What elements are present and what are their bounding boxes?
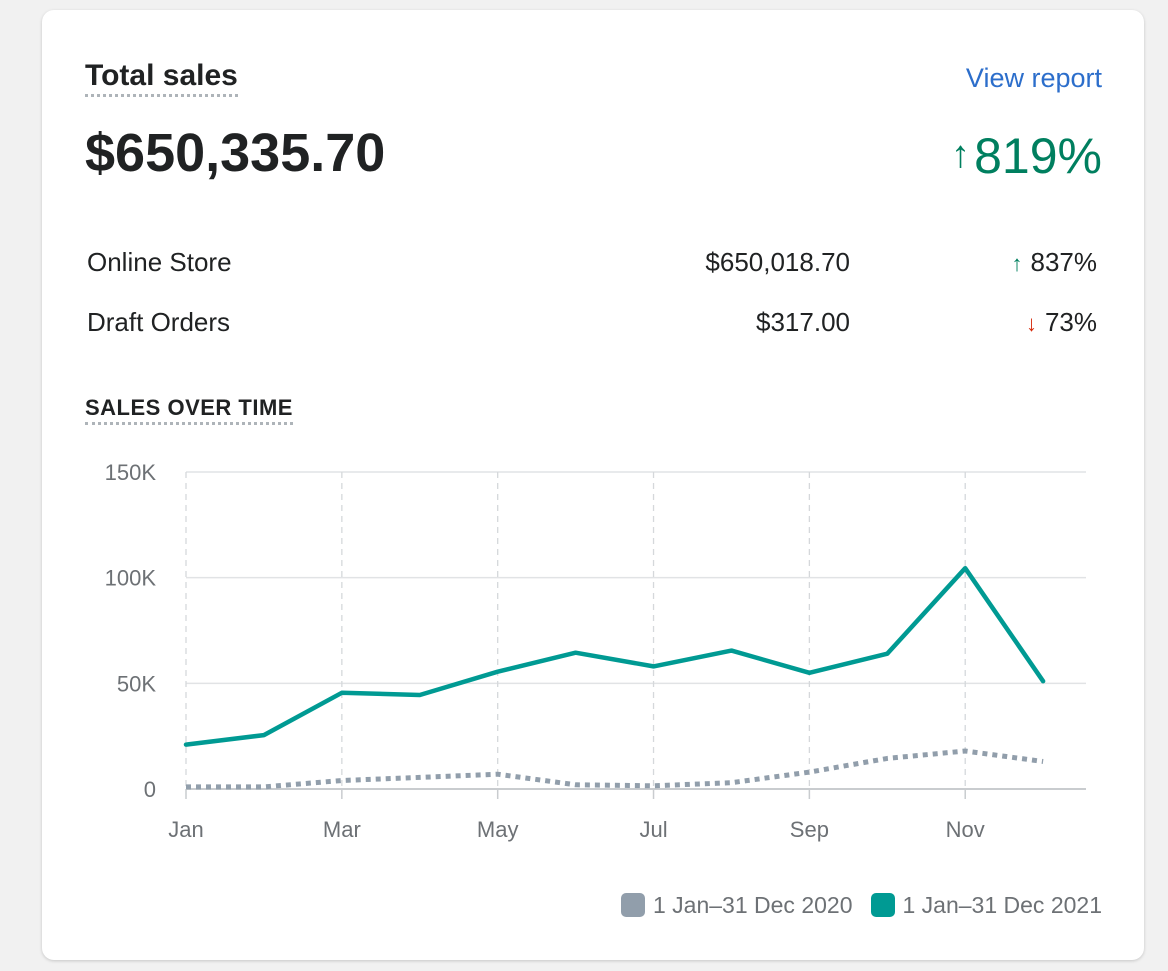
series-line-2020[interactable] xyxy=(186,748,1044,790)
chart-legend: 1 Jan–31 Dec 2020 1 Jan–31 Dec 2021 xyxy=(603,890,1102,920)
breakdown-change-percent: 73% xyxy=(1044,307,1097,337)
legend-swatch-2020 xyxy=(621,893,645,917)
breakdown-row-draft-orders: Draft Orders $317.00 ↓ 73% xyxy=(87,302,1099,342)
breakdown-row-online-store: Online Store $650,018.70 ↑ 837% xyxy=(87,242,1099,282)
total-sales-card: Total sales View report $650,335.70 ↑819… xyxy=(42,10,1144,960)
y-tick-label: 100K xyxy=(105,566,157,591)
breakdown-change: ↓ 73% xyxy=(1026,302,1097,344)
x-tick-label: Sep xyxy=(790,817,829,842)
total-change-percent: 819% xyxy=(974,128,1102,184)
chart-title[interactable]: SALES OVER TIME xyxy=(85,394,293,425)
series-line-2021[interactable] xyxy=(183,565,1046,747)
breakdown-change: ↑ 837% xyxy=(1012,242,1098,284)
legend-swatch-2021 xyxy=(870,893,895,917)
card-title[interactable]: Total sales xyxy=(85,58,238,97)
x-tick-label: May xyxy=(477,817,519,842)
breakdown-amount: $317.00 xyxy=(756,307,850,337)
breakdown-name: Draft Orders xyxy=(87,307,231,337)
legend-label-2020: 1 Jan–31 Dec 2020 xyxy=(653,892,853,918)
y-tick-label: 0 xyxy=(144,777,156,802)
legend-item-2021[interactable]: 1 Jan–31 Dec 2021 xyxy=(870,890,1103,920)
legend-label-2021: 1 Jan–31 Dec 2021 xyxy=(902,892,1103,918)
legend-item-2020[interactable]: 1 Jan–31 Dec 2020 xyxy=(621,890,853,920)
arrow-down-icon: ↓ xyxy=(1025,311,1037,336)
view-report-link[interactable]: View report xyxy=(965,63,1102,93)
y-tick-label: 150K xyxy=(105,460,157,485)
breakdown-change-percent: 837% xyxy=(1030,247,1098,277)
x-tick-label: Jul xyxy=(639,817,667,842)
x-tick-label: Mar xyxy=(323,817,361,842)
y-tick-label: 50K xyxy=(117,671,156,696)
total-sales-value: $650,335.70 xyxy=(85,123,386,183)
breakdown-amount: $650,018.70 xyxy=(705,247,850,277)
total-change: ↑819% xyxy=(951,124,1102,187)
x-tick-label: Nov xyxy=(946,817,985,842)
x-tick-label: Jan xyxy=(168,817,203,842)
breakdown-name: Online Store xyxy=(87,247,232,277)
sales-over-time-chart: 0 50K 100K 150K Jan Mar May Jul Sep Nov xyxy=(105,460,1086,842)
arrow-up-icon: ↑ xyxy=(951,134,971,176)
arrow-up-icon: ↑ xyxy=(1011,251,1023,276)
